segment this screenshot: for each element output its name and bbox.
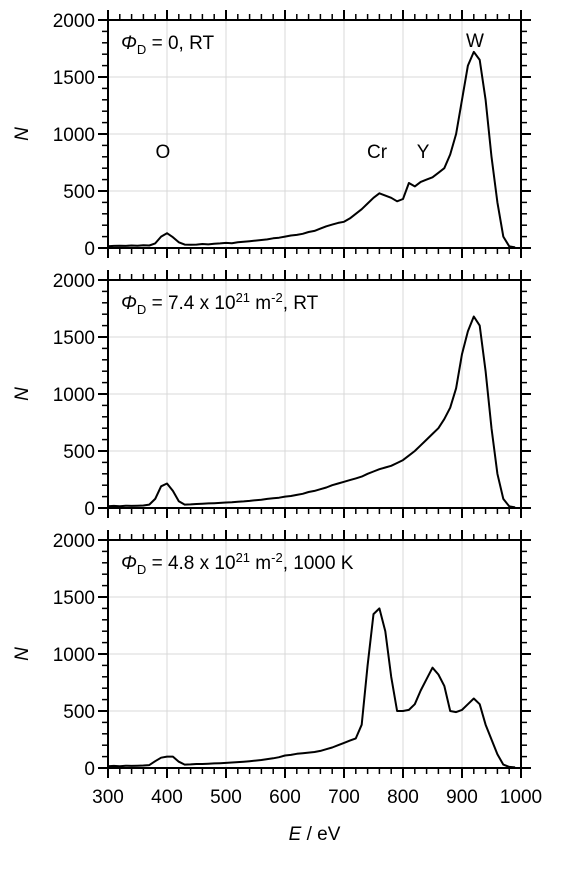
panel-title-part: D xyxy=(137,302,146,317)
panel-title-part: D xyxy=(137,562,146,577)
peak-label: W xyxy=(466,31,484,52)
panel-title-part: , 1000 K xyxy=(283,553,354,574)
y-axis-label-part: N xyxy=(12,127,33,141)
panel-title-part: = 0, RT xyxy=(146,33,214,54)
plot-frame xyxy=(107,539,522,769)
panel-title-part: , RT xyxy=(283,293,319,314)
plot-frame xyxy=(107,19,522,249)
panel-title-part: 21 xyxy=(236,290,250,305)
y-tick-label: 1000 xyxy=(53,645,95,666)
x-tick-label: 800 xyxy=(387,787,419,808)
y-tick-label: 500 xyxy=(63,442,95,463)
y-tick-label: 0 xyxy=(84,759,95,780)
y-tick-label: 1500 xyxy=(53,588,95,609)
y-tick-label: 500 xyxy=(63,182,95,203)
y-tick-label: 2000 xyxy=(53,531,95,552)
y-tick-label: 0 xyxy=(84,499,95,520)
x-tick-label: 1000 xyxy=(500,787,542,808)
spectrum-line xyxy=(107,607,516,769)
panel-title-part: -2 xyxy=(271,550,283,565)
x-axis-label-part: E xyxy=(289,824,302,845)
y-tick-label: 1000 xyxy=(53,385,95,406)
x-tick-label: 600 xyxy=(269,787,301,808)
x-tick-label: 900 xyxy=(446,787,478,808)
y-tick-label: 1000 xyxy=(53,125,95,146)
x-tick-label: 700 xyxy=(328,787,360,808)
spectrum-line xyxy=(107,315,516,509)
panel-title-part: D xyxy=(137,42,146,57)
panel-title-part: m xyxy=(250,293,271,314)
panel-title-part: = 4.8 x 10 xyxy=(146,553,235,574)
peak-label: O xyxy=(155,142,170,163)
panel-title-part: = 7.4 x 10 xyxy=(146,293,235,314)
panel-title-part: Φ xyxy=(121,293,137,314)
y-tick-label: 2000 xyxy=(53,271,95,292)
y-axis-label-part: N xyxy=(12,387,33,401)
panel-title: ΦD = 7.4 x 1021 m-2, RT xyxy=(121,290,319,317)
y-axis-label: N xyxy=(12,127,33,141)
panel-title-part: 21 xyxy=(236,550,250,565)
y-tick-label: 0 xyxy=(84,239,95,260)
panel-title-part: Φ xyxy=(121,553,137,574)
plot-frame xyxy=(107,279,522,509)
peak-label: Cr xyxy=(367,142,388,163)
x-tick-label: 300 xyxy=(92,787,124,808)
panel-title-part: Φ xyxy=(121,33,137,54)
y-tick-label: 1500 xyxy=(53,68,95,89)
peak-label: Y xyxy=(417,142,430,163)
y-axis-label: N xyxy=(12,647,33,661)
y-tick-label: 2000 xyxy=(53,11,95,32)
panel-title: ΦD = 4.8 x 1021 m-2, 1000 K xyxy=(121,550,354,577)
panel-title: ΦD = 0, RT xyxy=(121,33,214,57)
panel-title-part: -2 xyxy=(271,290,283,305)
y-tick-label: 1500 xyxy=(53,328,95,349)
x-tick-label: 400 xyxy=(151,787,183,808)
y-axis-label: N xyxy=(12,387,33,401)
panel-title-part: m xyxy=(250,553,271,574)
x-axis-label-part: / eV xyxy=(301,824,340,845)
spectrum-line xyxy=(107,50,516,249)
x-tick-label: 500 xyxy=(210,787,242,808)
x-axis-label: E / eV xyxy=(289,824,341,845)
y-axis-label-part: N xyxy=(12,647,33,661)
y-tick-label: 500 xyxy=(63,702,95,723)
